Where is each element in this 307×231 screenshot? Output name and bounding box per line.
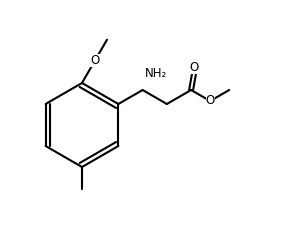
Text: O: O <box>189 61 199 75</box>
Text: O: O <box>206 94 215 107</box>
Text: NH₂: NH₂ <box>145 67 167 80</box>
Text: O: O <box>90 54 100 67</box>
